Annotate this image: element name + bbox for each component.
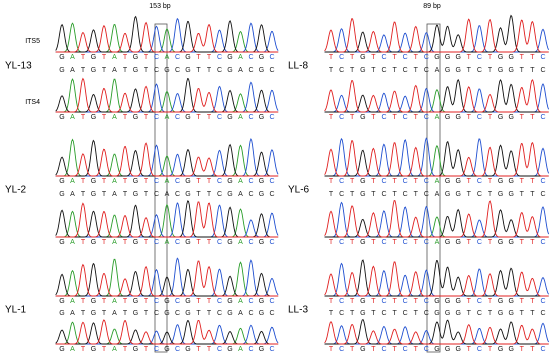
sample-label: LL-8: [288, 61, 308, 72]
trace: [324, 320, 549, 345]
highlight-box: [154, 23, 168, 353]
trace: [55, 21, 279, 53]
trace: [324, 322, 550, 345]
trace: [324, 259, 549, 297]
trace: [55, 77, 279, 113]
sample-label: YL-1: [5, 305, 27, 316]
trace: [55, 319, 279, 345]
primer-label: ITS5: [25, 38, 40, 45]
trace: [324, 78, 549, 113]
trace: [324, 18, 549, 53]
trace: [55, 142, 279, 177]
sample-label: YL-13: [5, 61, 32, 72]
trace: [324, 262, 549, 297]
sample-label: YL-2: [5, 185, 27, 196]
sample-label: LL-3: [288, 305, 308, 316]
trace: [324, 79, 549, 113]
panel-header: 153 bp: [149, 3, 171, 10]
trace: [324, 261, 549, 297]
trace: [324, 14, 549, 53]
sample-label: YL-6: [288, 185, 310, 196]
primer-label: ITS4: [25, 99, 40, 106]
trace: [324, 140, 549, 177]
trace: [324, 318, 549, 345]
trace: [55, 201, 279, 238]
trace: [324, 199, 549, 238]
trace: [324, 208, 549, 238]
trace: [55, 260, 279, 297]
panel-header: 89 bp: [423, 3, 441, 10]
highlight-box: [426, 23, 441, 353]
